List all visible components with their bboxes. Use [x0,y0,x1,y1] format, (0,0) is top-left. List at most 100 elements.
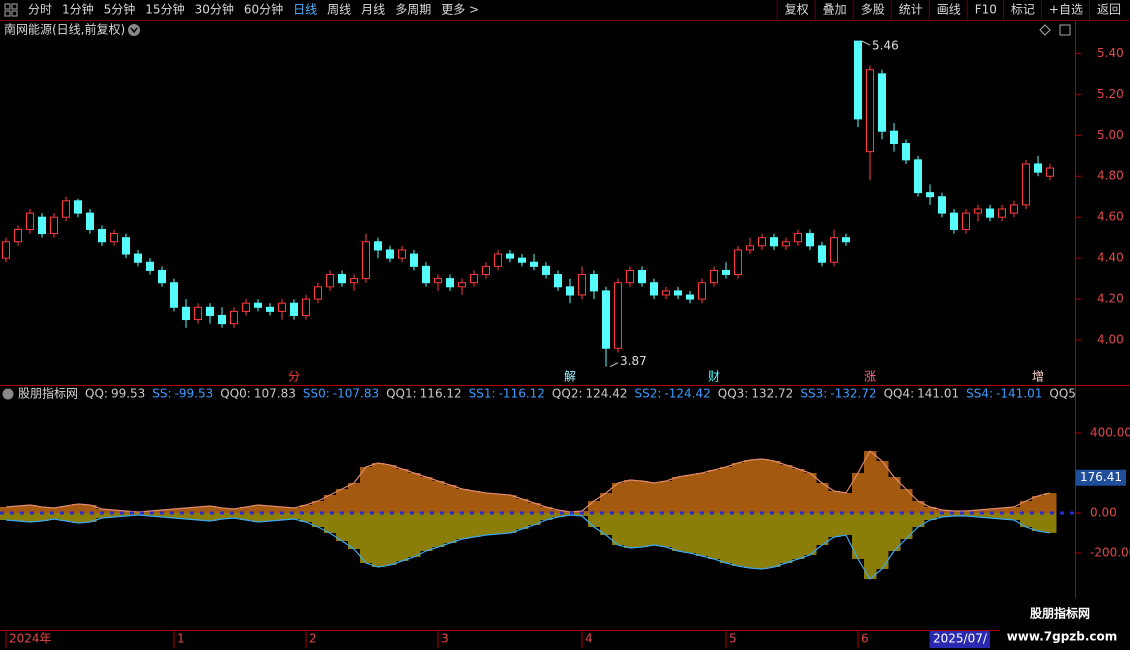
period-tab[interactable]: 月线 [361,3,385,17]
indicator-bar [180,513,193,519]
period-tab[interactable]: 更多 > [441,3,479,17]
candle-body [938,196,946,214]
indicator-bar [492,513,505,534]
event-marker[interactable]: 分 [288,370,300,384]
indicator-bar [192,513,205,520]
candle-body [962,212,970,230]
event-marker[interactable]: 解 [564,370,576,384]
candle-body [278,302,286,312]
candle-body [998,208,1006,218]
indicator-bar [672,477,685,513]
indicator-bar [960,511,973,513]
candle-body [506,253,514,259]
candle-body [674,290,682,296]
y-tick-label: 5.40 [1097,46,1124,60]
indicator-bar [1032,513,1045,531]
candle-body [314,286,322,300]
period-tab[interactable]: 日线 [293,3,317,17]
indicator-bar [708,470,721,513]
plot: 4.00 4.20 4.40 4.60 4.80 5.00 5.20 5.40 400.00 0.… [0,39,1130,648]
low-leader [609,362,619,368]
period-tab[interactable]: 5分钟 [104,2,136,17]
current-value: 176.41 [1080,470,1122,484]
indicator-bar [516,499,529,513]
candle-body [842,237,850,243]
indicator-bar [960,513,973,516]
indicator-bar [828,491,841,513]
toolbar-button[interactable]: 叠加 [823,3,847,17]
title-dropdown[interactable] [128,24,140,36]
event-marker[interactable]: 增 [1032,370,1044,384]
toolbar-button[interactable]: 复权 [785,3,809,17]
indicator-bar [168,513,181,518]
legend-label: QQ: [85,387,108,401]
period-tab[interactable]: 30分钟 [195,2,234,17]
period-tab[interactable]: 分时 [28,3,52,17]
candle-body [302,298,310,316]
candle-body [578,274,586,296]
candle-body [14,228,22,243]
y-tick-label: 0.00 [1090,506,1117,520]
indicator-bar [912,513,925,527]
indicator-bar [468,513,481,537]
indicator-bar [744,513,757,568]
indicator-line [5,450,1051,513]
indicator-bar [732,463,745,513]
candle-body [890,130,898,144]
diamond-icon[interactable] [1039,24,1051,36]
indicator-bar [588,501,601,513]
indicator-bar [840,493,853,513]
period-tab[interactable]: 60分钟 [244,2,283,17]
legend-label: QQ2: [552,387,583,401]
indicator-bar [384,513,397,565]
candle-body [110,233,118,243]
indicator-dropdown[interactable] [2,388,14,400]
indicator-bar [420,477,433,513]
legend-label: SS: [152,387,171,401]
indicator-bar [480,513,493,535]
indicator-bar [660,513,673,547]
indicator-bar [828,513,841,537]
grid-icon[interactable] [4,3,18,17]
event-marker[interactable]: 涨 [864,369,876,384]
toolbar-button[interactable]: 返回 [1097,3,1121,17]
period-tab[interactable]: 1分钟 [62,2,94,17]
candle-body [350,278,358,284]
toolbar-button[interactable]: +自选 [1049,3,1083,17]
window-icon[interactable] [1059,24,1071,36]
x-tick-label: 5 [729,632,737,646]
high-leader [861,40,871,46]
current-value-tag [1076,469,1126,486]
period-tab[interactable]: 多周期 [395,3,431,17]
indicator-bar [108,513,121,517]
indicator-bar [480,493,493,513]
candle-body [338,274,346,284]
toolbar-button[interactable]: 画线 [937,3,961,17]
toolbar-button[interactable]: 多股 [861,3,885,17]
candle-body [926,192,934,198]
indicator-bar [228,509,241,513]
indicator-bar [432,481,445,513]
indicator-bar [48,508,61,513]
candle-body [62,200,70,218]
candle-body [770,237,778,247]
indicator-bar [924,513,937,520]
period-tab[interactable]: 周线 [327,3,351,17]
toolbar-button[interactable]: 标记 [1011,3,1035,17]
toolbar-button[interactable]: 统计 [899,3,923,17]
indicator-bar [996,508,1009,513]
legend-value: 132.72 [751,387,793,401]
indicator-bar [708,513,721,559]
candle-body [122,237,130,255]
candle-body [782,241,790,247]
event-marker[interactable]: 财 [708,370,720,384]
toolbar-button[interactable]: F10 [975,3,997,17]
candle-body [170,282,178,308]
candle-body [758,237,766,247]
y-tick-label: 400.00 [1090,426,1130,440]
candle-body [2,241,10,259]
period-tab[interactable]: 15分钟 [145,2,184,17]
candle-body [650,282,658,296]
indicator-bar [1020,513,1033,527]
